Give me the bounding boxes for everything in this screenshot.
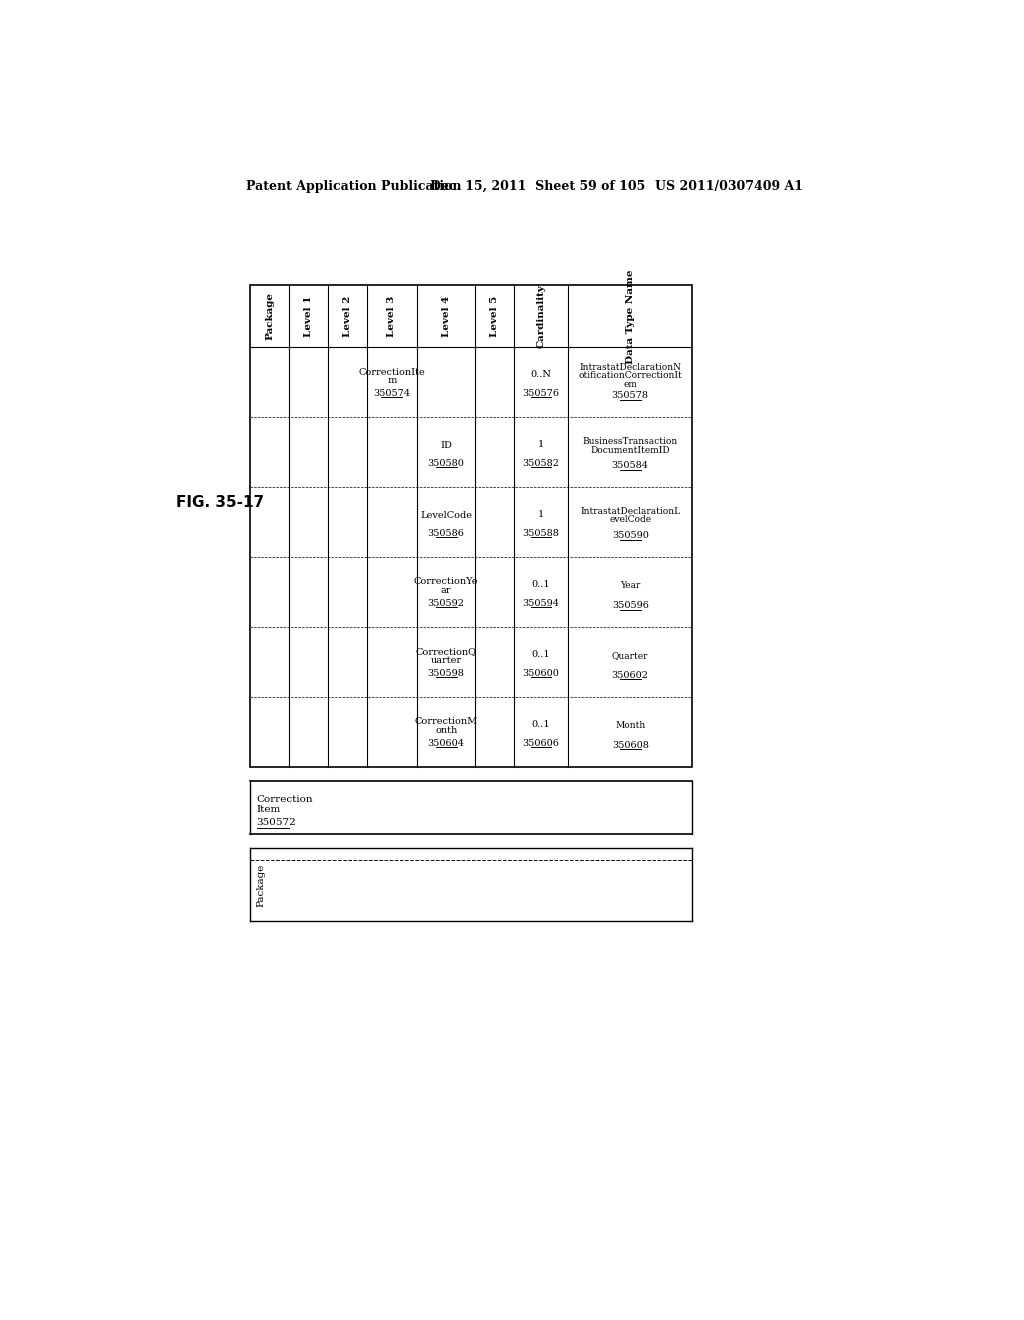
Text: 350594: 350594: [522, 599, 559, 609]
Text: Level 3: Level 3: [387, 296, 396, 337]
Text: Level 1: Level 1: [304, 296, 313, 337]
Text: 350582: 350582: [522, 459, 559, 469]
Text: em: em: [624, 380, 637, 389]
Text: Item: Item: [257, 805, 281, 814]
Text: 350572: 350572: [257, 818, 296, 828]
Text: Cardinality: Cardinality: [537, 284, 546, 348]
Text: Level 5: Level 5: [490, 296, 499, 337]
Text: ar: ar: [441, 586, 452, 595]
Text: 350598: 350598: [428, 669, 465, 678]
Text: 350586: 350586: [428, 529, 465, 539]
Text: Year: Year: [620, 581, 640, 590]
Text: 0..N: 0..N: [530, 370, 552, 379]
Text: 350588: 350588: [522, 529, 559, 539]
Text: Level 2: Level 2: [343, 296, 352, 337]
Text: 0..1: 0..1: [531, 579, 550, 589]
Text: 350606: 350606: [522, 739, 559, 747]
Text: IntrastatDeclarationL: IntrastatDeclarationL: [581, 507, 680, 516]
Text: Level 4: Level 4: [441, 296, 451, 337]
Text: LevelCode: LevelCode: [420, 511, 472, 520]
Text: ID: ID: [440, 441, 452, 450]
Text: FIG. 35-17: FIG. 35-17: [176, 495, 264, 511]
Text: Correction: Correction: [257, 796, 313, 804]
Text: uarter: uarter: [430, 656, 462, 665]
Text: 1: 1: [538, 440, 544, 449]
Text: Dec. 15, 2011  Sheet 59 of 105: Dec. 15, 2011 Sheet 59 of 105: [430, 180, 645, 193]
Text: onth: onth: [435, 726, 458, 735]
Text: 350604: 350604: [428, 739, 465, 747]
Text: CorrectionYe: CorrectionYe: [414, 577, 478, 586]
Text: US 2011/0307409 A1: US 2011/0307409 A1: [655, 180, 803, 193]
Text: 350580: 350580: [428, 459, 465, 469]
Text: Data Type Name: Data Type Name: [626, 269, 635, 363]
Text: 350600: 350600: [522, 669, 559, 678]
Bar: [251, 285, 692, 767]
Text: Month: Month: [615, 721, 645, 730]
Text: Patent Application Publication: Patent Application Publication: [246, 180, 461, 193]
Text: CorrectionQ: CorrectionQ: [416, 647, 476, 656]
Text: 0..1: 0..1: [531, 719, 550, 729]
Text: Package: Package: [265, 292, 274, 341]
Text: DocumentItemID: DocumentItemID: [591, 446, 670, 454]
Text: BusinessTransaction: BusinessTransaction: [583, 437, 678, 446]
Text: evelCode: evelCode: [609, 516, 651, 524]
Text: 350574: 350574: [374, 389, 411, 399]
Text: Quarter: Quarter: [612, 651, 648, 660]
Text: 350608: 350608: [611, 741, 648, 750]
Text: 350592: 350592: [428, 599, 465, 609]
Text: m: m: [387, 376, 396, 385]
Text: 0..1: 0..1: [531, 649, 550, 659]
Text: 350578: 350578: [611, 392, 648, 400]
Text: 350584: 350584: [611, 461, 648, 470]
Text: otificationCorrectionIt: otificationCorrectionIt: [579, 371, 682, 380]
Text: 1: 1: [538, 510, 544, 519]
Text: 350590: 350590: [611, 531, 648, 540]
Text: 350576: 350576: [522, 389, 559, 399]
Text: 350596: 350596: [611, 601, 648, 610]
Text: 350602: 350602: [611, 671, 648, 680]
Text: IntrastatDeclarationN: IntrastatDeclarationN: [580, 363, 681, 372]
Text: CorrectionM: CorrectionM: [415, 717, 478, 726]
Text: CorrectionIte: CorrectionIte: [358, 367, 425, 376]
Text: Package: Package: [257, 863, 265, 907]
